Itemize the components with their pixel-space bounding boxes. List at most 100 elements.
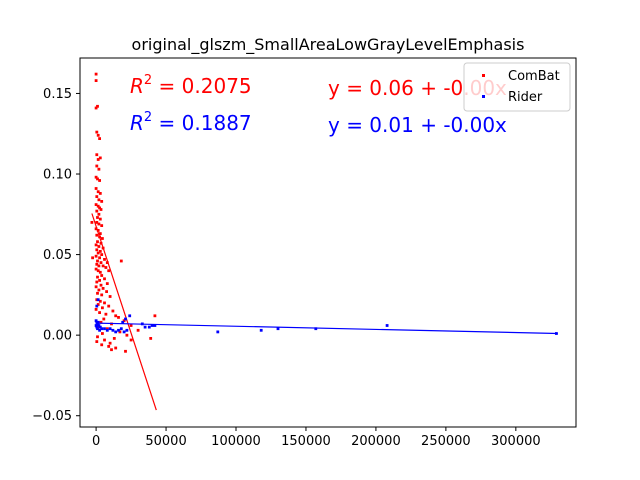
combat-point [100, 274, 104, 277]
rider-point [117, 328, 120, 332]
rider-point [147, 325, 151, 329]
combat-point [97, 167, 101, 171]
rider-point [97, 324, 101, 327]
rider-point [98, 328, 101, 332]
combat-point [101, 237, 104, 240]
legend-marker-combat [482, 74, 485, 77]
rider-point [95, 304, 99, 308]
combat-point [99, 241, 103, 245]
combat-point [103, 258, 106, 261]
rider-point [121, 320, 125, 324]
rider-point [150, 324, 154, 327]
combat-point [95, 262, 99, 266]
combat-point [96, 216, 99, 219]
combat-point [97, 245, 101, 248]
x-axis: 0 50000 100000 150000 200000 250000 300000 [92, 427, 541, 449]
combat-point [111, 309, 115, 313]
combat-point [95, 221, 99, 224]
rider-point [128, 314, 132, 318]
combat-point [149, 337, 153, 340]
rider-point [385, 324, 389, 327]
combat-point [96, 251, 100, 255]
combat-point [95, 195, 99, 198]
combat-point [110, 348, 113, 352]
combat-point [103, 277, 106, 281]
rider-point [259, 328, 263, 332]
combat-point [100, 343, 104, 347]
combat-point [129, 324, 133, 327]
combat-point [94, 227, 98, 231]
x-tick-label: 50000 [145, 434, 186, 449]
axes-frame [79, 57, 577, 428]
combat-point [94, 267, 98, 271]
y-tick-label: 0.00 [43, 329, 72, 344]
combat-point [114, 346, 118, 350]
combat-point [117, 316, 120, 319]
combat-point [95, 280, 99, 284]
combat-point [95, 130, 99, 134]
combat-point [129, 338, 133, 342]
combat-point [101, 306, 104, 310]
combat-point [101, 264, 105, 268]
combat-point [96, 259, 99, 263]
combat-fit-line [91, 213, 157, 411]
combat-point [100, 293, 104, 297]
combat-point [94, 175, 98, 179]
combat-point [99, 208, 103, 211]
y-tick-label: 0.10 [43, 168, 72, 183]
combat-point [122, 319, 126, 323]
combat-point [100, 253, 104, 256]
rider-point [314, 327, 318, 331]
x-tick-label: 300000 [491, 434, 541, 449]
combat-point [98, 311, 101, 314]
x-tick-label: 100000 [211, 434, 261, 449]
combat-point [136, 328, 140, 332]
combat-point [96, 275, 99, 279]
combat-point [98, 279, 101, 282]
combat-point [94, 308, 98, 311]
combat-point [98, 217, 102, 221]
combat-point [119, 259, 123, 263]
combat-point [105, 290, 108, 293]
combat-point [125, 333, 129, 337]
combat-point [94, 285, 98, 289]
combat-point [96, 269, 100, 273]
combat-point [91, 256, 94, 260]
combat-point [97, 222, 101, 226]
rider-r2-prefix: R [130, 111, 144, 135]
combat-point [101, 287, 105, 290]
combat-point [96, 303, 100, 306]
combat-point [107, 269, 111, 273]
rider-point [94, 319, 98, 323]
chart-title: original_glszm_SmallAreaLowGrayLevelEmph… [132, 35, 525, 55]
combat-point [95, 248, 99, 252]
rider-point [153, 324, 157, 327]
x-tick-label: 0 [92, 434, 100, 449]
combat-point [153, 314, 157, 318]
rider-point [94, 324, 98, 327]
combat-point [97, 288, 101, 292]
rider-point [105, 328, 109, 332]
rider-point [96, 298, 100, 302]
combat-point [98, 270, 102, 274]
combat-point [98, 192, 102, 195]
combat-point [105, 261, 109, 264]
legend-label-rider: Rider [508, 90, 543, 105]
combat-point [118, 330, 122, 334]
rider-point [96, 322, 99, 326]
combat-point [104, 266, 108, 269]
combat-point [96, 104, 99, 108]
rider-equation: y = 0.01 + -0.00x [328, 113, 507, 137]
combat-point [98, 299, 102, 303]
rider-point [216, 330, 220, 334]
combat-r2-sup: 2 [144, 73, 152, 88]
rider-r2-annotation: R2 = 0.1887 [130, 110, 252, 135]
rider-point [276, 327, 280, 331]
combat-point [96, 335, 99, 339]
rider-point [111, 328, 115, 332]
combat-point [94, 106, 98, 110]
rider-point [98, 325, 102, 329]
y-axis: −0.05 0.00 0.05 0.10 0.15 [32, 87, 80, 424]
combat-point [99, 283, 103, 287]
combat-point [108, 295, 112, 298]
